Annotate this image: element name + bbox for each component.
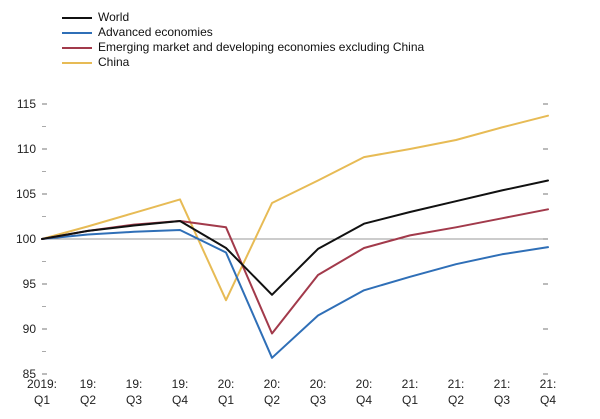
x-tick-year-label: 19: <box>126 377 143 391</box>
x-tick-quarter-label: Q4 <box>356 393 372 407</box>
x-tick-year-label: 20: <box>264 377 281 391</box>
x-tick-quarter-label: Q3 <box>126 393 142 407</box>
x-tick-quarter-label: Q1 <box>34 393 50 407</box>
y-tick-label: 95 <box>23 277 37 291</box>
legend-swatch-world <box>62 16 92 19</box>
legend-item-world: World <box>62 10 424 25</box>
x-tick-year-label: 21: <box>494 377 511 391</box>
y-tick-label: 90 <box>23 322 37 336</box>
legend-label-world: World <box>98 10 130 24</box>
x-tick-quarter-label: Q2 <box>80 393 96 407</box>
legend: World Advanced economies Emerging market… <box>62 10 424 70</box>
series-line-advanced-economies <box>41 229 549 359</box>
legend-item-china: China <box>62 55 424 70</box>
legend-swatch-china <box>62 61 92 64</box>
x-tick-quarter-label: Q1 <box>402 393 418 407</box>
y-tick-label: 105 <box>16 187 36 201</box>
x-tick-year-label: 21: <box>402 377 419 391</box>
x-tick-year-label: 20: <box>356 377 373 391</box>
legend-item-advanced-economies: Advanced economies <box>62 25 424 40</box>
x-tick-quarter-label: Q2 <box>264 393 280 407</box>
x-tick-year-label: 2019: <box>27 377 57 391</box>
x-tick-quarter-label: Q3 <box>494 393 510 407</box>
x-tick-quarter-label: Q1 <box>218 393 234 407</box>
y-tick-label: 85 <box>23 367 37 381</box>
x-tick-year-label: 19: <box>172 377 189 391</box>
y-tick-label: 100 <box>16 232 36 246</box>
legend-label-advanced-economies: Advanced economies <box>98 25 213 39</box>
x-tick-year-label: 19: <box>80 377 97 391</box>
x-tick-year-label: 21: <box>448 377 465 391</box>
x-tick-year-label: 20: <box>310 377 327 391</box>
y-tick-label: 110 <box>17 142 36 156</box>
x-tick-quarter-label: Q2 <box>448 393 464 407</box>
x-tick-quarter-label: Q3 <box>310 393 326 407</box>
series-line-china <box>41 114 549 302</box>
legend-item-emerging-markets: Emerging market and developing economies… <box>62 40 424 55</box>
series-line-world <box>41 179 549 296</box>
legend-label-emerging-markets: Emerging market and developing economies… <box>98 40 425 54</box>
y-tick-label: 115 <box>17 97 36 111</box>
legend-label-china: China <box>98 55 130 69</box>
x-tick-year-label: 21: <box>540 377 557 391</box>
legend-swatch-advanced-economies <box>62 31 92 34</box>
x-tick-quarter-label: Q4 <box>172 393 188 407</box>
x-tick-year-label: 20: <box>218 377 235 391</box>
legend-swatch-emerging-markets <box>62 46 92 49</box>
x-tick-quarter-label: Q4 <box>540 393 556 407</box>
